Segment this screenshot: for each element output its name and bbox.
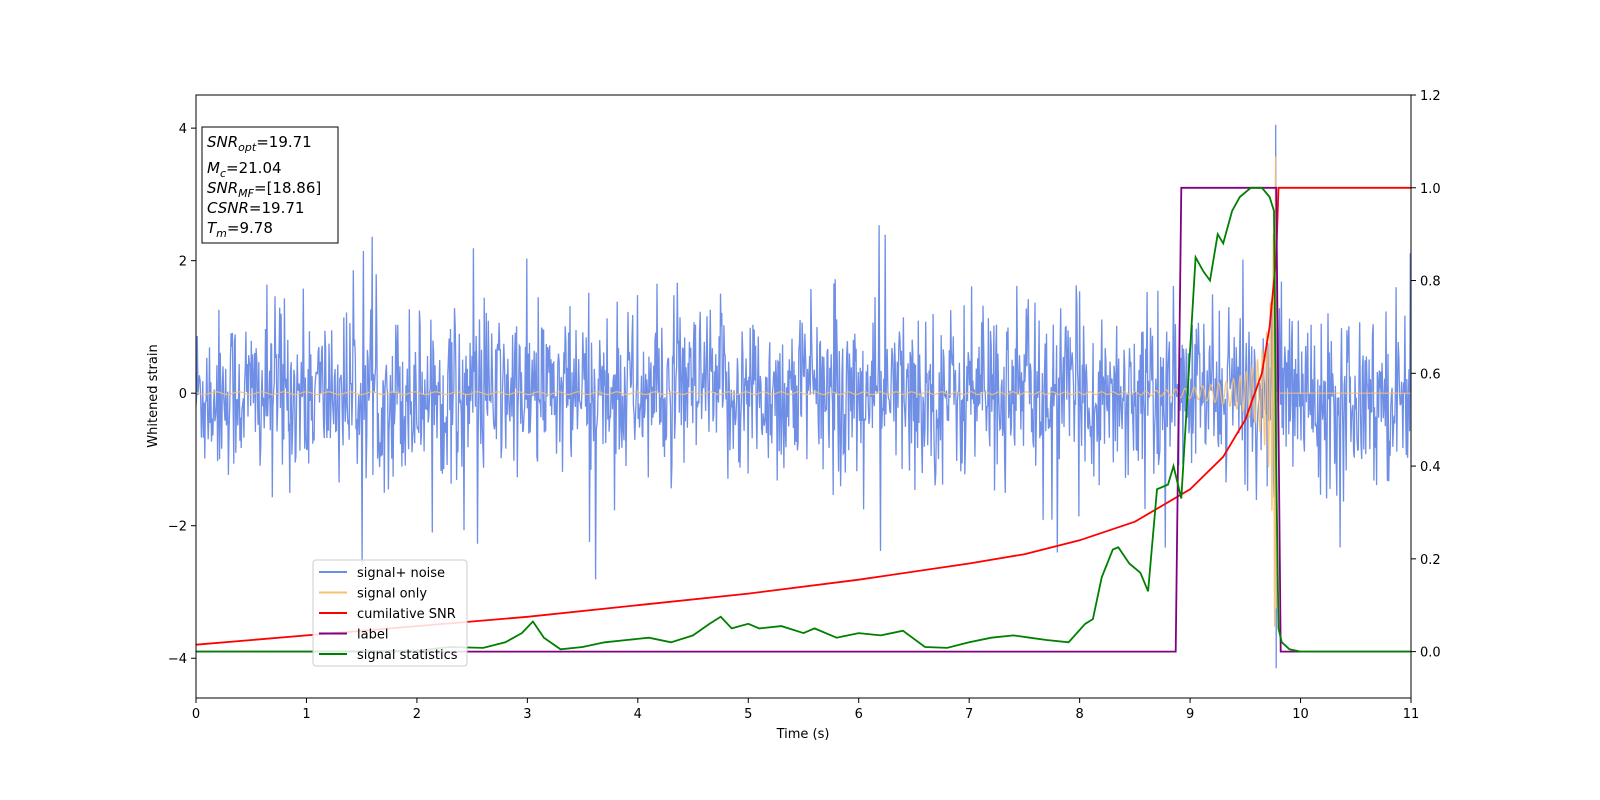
series-signal-statistics bbox=[196, 186, 1411, 653]
legend-label: signal+ noise bbox=[357, 566, 445, 581]
y-tick-label: 4 bbox=[179, 122, 187, 137]
y-tick-label: 0 bbox=[179, 387, 187, 402]
x-tick-label: 3 bbox=[523, 707, 531, 722]
y-tick-label: −4 bbox=[168, 652, 187, 667]
legend-frame bbox=[312, 559, 468, 667]
legend-label: signal only bbox=[357, 587, 427, 602]
y2-tick-label: 0.0 bbox=[1420, 646, 1441, 661]
legend: signal+ noise signal only cumilative SNR la… bbox=[312, 559, 468, 667]
plot-series bbox=[196, 124, 1411, 669]
x-tick-label: 4 bbox=[634, 707, 642, 722]
stat-subscript: opt bbox=[238, 141, 257, 154]
stat-line: CSNR=19.71 bbox=[207, 199, 304, 217]
x-tick-label: 10 bbox=[1292, 707, 1309, 722]
y2-tick-label: 0.4 bbox=[1420, 460, 1441, 475]
stat-symbol: SNR bbox=[207, 133, 238, 151]
y-tick-label: −2 bbox=[168, 520, 187, 535]
series-cumulative-snr bbox=[196, 186, 1411, 646]
series-signal-noise bbox=[196, 124, 1411, 669]
series-signal-only bbox=[196, 156, 1411, 627]
x-tick-label: 2 bbox=[413, 707, 421, 722]
stat-value: =9.78 bbox=[227, 219, 273, 237]
stat-subscript: MF bbox=[238, 187, 254, 200]
plot-frame bbox=[195, 94, 1412, 699]
stat-value: =[18.86] bbox=[254, 179, 321, 197]
y2-tick-label: 1.0 bbox=[1420, 182, 1441, 197]
stat-symbol: CSNR bbox=[207, 199, 249, 217]
y-tick-label: 2 bbox=[179, 255, 187, 270]
x-tick-label: 5 bbox=[744, 707, 752, 722]
stats-lines: SNRopt=19.71Mc=21.04SNRMF=[18.86]CSNR=19… bbox=[207, 133, 321, 240]
stat-subscript: c bbox=[220, 167, 226, 180]
stat-value: =19.71 bbox=[249, 199, 305, 217]
x-tick-label: 8 bbox=[1075, 707, 1083, 722]
stat-value: =19.71 bbox=[256, 133, 312, 151]
stat-symbol: T bbox=[207, 219, 218, 237]
stat-line: SNRopt=19.71 bbox=[207, 133, 312, 154]
legend-items: signal+ noise signal only cumilative SNR la… bbox=[319, 566, 458, 663]
stat-subscript: m bbox=[216, 227, 227, 240]
stat-line: SNRMF=[18.86] bbox=[207, 179, 321, 200]
stats-annotation-box: SNRopt=19.71Mc=21.04SNRMF=[18.86]CSNR=19… bbox=[201, 126, 339, 244]
stat-value: =21.04 bbox=[226, 159, 282, 177]
axis-ticks: 0 1 2 3 4 5 6 7 8 9 10 11 −4 −2 0 2 4 0.0 0.2 0.4 0.6 0.8 1.0 1… bbox=[168, 89, 1441, 722]
legend-label: label bbox=[357, 628, 388, 643]
stat-symbol: SNR bbox=[207, 179, 238, 197]
legend-label: cumilative SNR bbox=[357, 607, 456, 622]
y-axis-label: Whitened strain bbox=[146, 344, 161, 447]
x-tick-label: 6 bbox=[855, 707, 863, 722]
stat-symbol: M bbox=[207, 159, 220, 177]
legend-label: signal statistics bbox=[357, 648, 458, 663]
x-tick-label: 11 bbox=[1403, 707, 1420, 722]
stat-line: Mc=21.04 bbox=[207, 159, 282, 180]
x-axis-label: Time (s) bbox=[776, 727, 830, 742]
x-tick-label: 0 bbox=[192, 707, 200, 722]
x-tick-label: 1 bbox=[302, 707, 310, 722]
y2-tick-label: 1.2 bbox=[1420, 89, 1441, 104]
x-tick-label: 9 bbox=[1186, 707, 1194, 722]
x-tick-label: 7 bbox=[965, 707, 973, 722]
y2-tick-label: 0.2 bbox=[1420, 553, 1441, 568]
y2-tick-label: 0.6 bbox=[1420, 367, 1441, 382]
stat-line: Tm=9.78 bbox=[207, 219, 273, 240]
stats-annotation-frame bbox=[201, 126, 339, 244]
y2-tick-label: 0.8 bbox=[1420, 275, 1441, 290]
